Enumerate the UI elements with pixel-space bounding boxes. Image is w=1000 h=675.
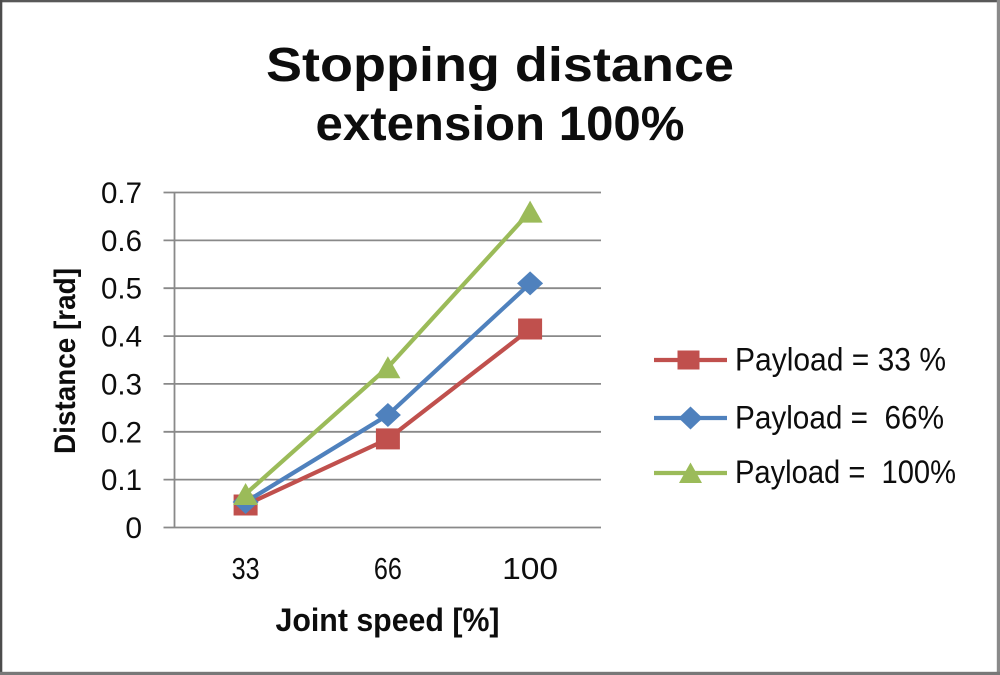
svg-text:extension 100%: extension 100% [316,98,685,151]
svg-text:0: 0 [125,512,142,545]
svg-text:0.2: 0.2 [101,416,142,449]
svg-text:0.1: 0.1 [101,464,142,497]
svg-text:0.5: 0.5 [101,273,142,306]
svg-text:Payload = 66%: Payload = 66% [735,400,944,436]
svg-text:Distance [rad]: Distance [rad] [49,268,82,454]
svg-text:66: 66 [374,551,402,586]
svg-text:Stopping distance: Stopping distance [266,39,734,92]
svg-text:0.3: 0.3 [101,368,142,401]
svg-text:Joint speed [%]: Joint speed [%] [276,602,500,638]
svg-text:0.7: 0.7 [101,177,142,210]
svg-text:0.4: 0.4 [101,321,142,354]
svg-text:0.6: 0.6 [101,225,142,258]
svg-text:Payload = 33 %: Payload = 33 % [735,342,946,378]
svg-text:33: 33 [232,551,260,586]
svg-text:100: 100 [502,551,558,586]
svg-text:Payload = 100%: Payload = 100% [735,454,956,490]
